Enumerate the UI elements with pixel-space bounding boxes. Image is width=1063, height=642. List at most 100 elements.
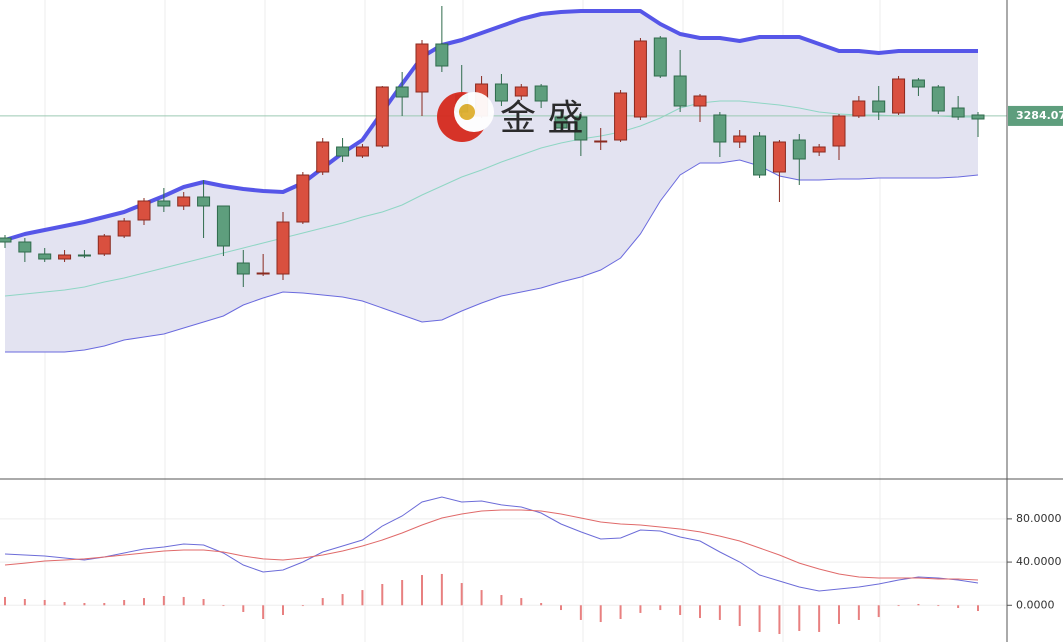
histogram-bar bbox=[103, 603, 106, 606]
candle-body bbox=[276, 221, 290, 275]
candle-body bbox=[574, 116, 588, 141]
candle-body bbox=[713, 114, 727, 143]
histogram-bar bbox=[43, 599, 46, 606]
histogram-bar bbox=[738, 605, 741, 627]
histogram-bar bbox=[182, 596, 185, 606]
histogram-bar bbox=[440, 573, 443, 606]
histogram-bar bbox=[242, 605, 245, 612]
histogram-bar bbox=[917, 603, 920, 606]
histogram-bar bbox=[381, 584, 384, 606]
last-price-tag bbox=[1008, 105, 1063, 126]
candle-body bbox=[673, 75, 687, 107]
candle-body bbox=[137, 200, 151, 221]
candle-body bbox=[872, 100, 886, 113]
candle-body bbox=[0, 237, 12, 243]
candle-body bbox=[197, 196, 211, 207]
logo: 金 盛 bbox=[437, 92, 583, 142]
candle-body bbox=[77, 254, 91, 257]
histogram-bar bbox=[579, 605, 582, 620]
candle-body bbox=[931, 86, 945, 112]
histogram-bar bbox=[798, 605, 801, 631]
candle-body bbox=[653, 37, 667, 77]
histogram-bar bbox=[262, 605, 265, 619]
histogram-bar bbox=[162, 595, 165, 606]
histogram-bar bbox=[560, 605, 562, 611]
candle-body bbox=[336, 146, 350, 157]
candle-body bbox=[971, 114, 985, 120]
histogram-bar bbox=[818, 605, 821, 632]
y-tick-label: 40.0000 bbox=[1016, 555, 1062, 568]
candle-body bbox=[733, 135, 747, 143]
candle-body bbox=[812, 146, 826, 153]
candle-body bbox=[117, 220, 131, 237]
candle-body bbox=[852, 100, 866, 117]
plot: 3284.07 80.0000 40.0000 0.0000 bbox=[0, 6, 1063, 635]
candle-body bbox=[911, 79, 925, 88]
histogram-bar bbox=[897, 605, 900, 607]
candle-body bbox=[177, 196, 191, 207]
candle-body bbox=[693, 95, 707, 107]
histogram-bar bbox=[222, 605, 225, 607]
histogram-bar bbox=[63, 602, 66, 606]
histogram-bar bbox=[460, 583, 463, 606]
candle-body bbox=[236, 262, 250, 275]
histogram-bar bbox=[480, 590, 483, 606]
histogram-bar bbox=[401, 580, 404, 606]
histogram-bar bbox=[599, 605, 602, 623]
lower-band bbox=[5, 159, 979, 353]
candle-body bbox=[594, 140, 608, 143]
upper-band bbox=[4, 9, 978, 242]
histogram-bar bbox=[143, 598, 145, 606]
y-tick-label: 0.0000 bbox=[1016, 598, 1055, 611]
histogram-bar bbox=[937, 605, 940, 607]
y-tick-label: 80.0000 bbox=[1016, 512, 1062, 525]
candle-body bbox=[772, 141, 786, 173]
histogram-bar bbox=[758, 605, 761, 632]
histogram-bar bbox=[639, 605, 642, 613]
histogram-bar bbox=[838, 605, 840, 624]
candle-body bbox=[614, 92, 628, 141]
histogram-bar bbox=[282, 605, 284, 615]
candle-body bbox=[753, 135, 767, 176]
histogram-bar bbox=[857, 605, 860, 620]
histogram-bar bbox=[341, 594, 344, 606]
histogram-bar bbox=[202, 599, 205, 606]
candle-body bbox=[435, 43, 449, 67]
candle-body bbox=[514, 86, 528, 97]
candle-body bbox=[256, 272, 270, 275]
histogram-bar bbox=[123, 599, 126, 606]
histogram-bar bbox=[540, 603, 543, 606]
histogram-bar bbox=[321, 598, 324, 606]
watermark: 金 盛 bbox=[500, 98, 583, 139]
histogram-bar bbox=[778, 605, 781, 635]
histogram-bar bbox=[659, 605, 662, 611]
candle-body bbox=[18, 241, 32, 253]
histogram-bar bbox=[361, 590, 364, 606]
candle-body bbox=[316, 141, 330, 173]
last-price-label: 3284.07 bbox=[1016, 109, 1063, 122]
histogram-bar bbox=[83, 603, 86, 606]
histogram-bar bbox=[421, 575, 423, 606]
candle-body bbox=[216, 205, 230, 247]
oscillator-line bbox=[4, 509, 979, 581]
histogram-bar bbox=[679, 605, 682, 615]
candle-body bbox=[157, 200, 171, 207]
candle-body bbox=[792, 139, 806, 160]
histogram-bar bbox=[23, 599, 26, 606]
histogram-bar bbox=[718, 605, 721, 620]
histogram-bar bbox=[301, 605, 304, 607]
histogram-bar bbox=[4, 596, 6, 606]
candle-body bbox=[892, 78, 906, 114]
candle-body bbox=[97, 235, 111, 255]
candle-body bbox=[375, 86, 389, 147]
candle-body bbox=[554, 116, 568, 129]
candle-body bbox=[951, 107, 965, 118]
candle-body bbox=[415, 43, 429, 93]
histogram-bar bbox=[699, 605, 701, 619]
candle-body bbox=[38, 253, 52, 260]
candle-body bbox=[633, 40, 647, 118]
candle-body bbox=[494, 83, 508, 102]
logo-dot bbox=[459, 104, 475, 120]
oscillator-line bbox=[4, 496, 979, 592]
